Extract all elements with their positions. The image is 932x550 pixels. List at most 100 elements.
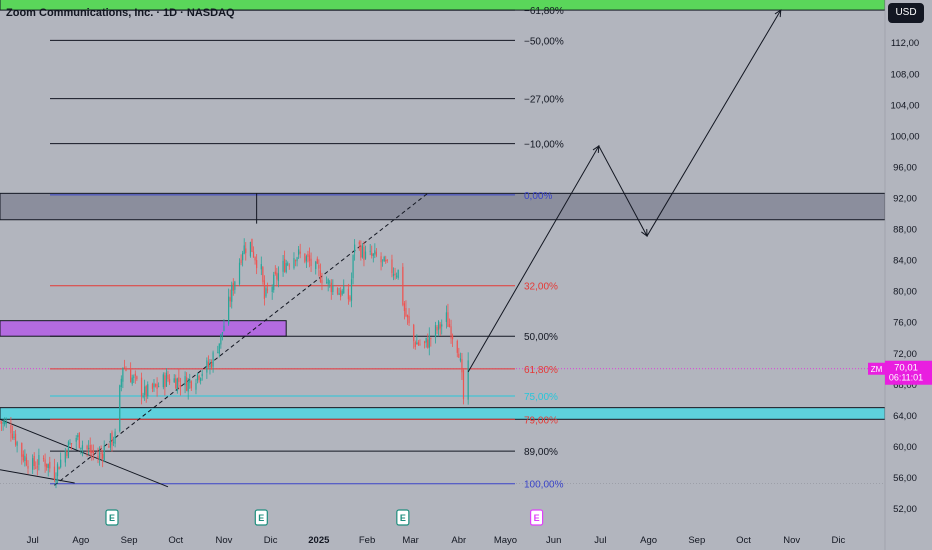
candle-body <box>206 360 208 373</box>
candle-body <box>260 264 262 270</box>
candle-body <box>210 362 213 368</box>
fib-label-2: −27,00% <box>524 95 564 106</box>
candle-body <box>438 321 440 330</box>
y-tick-label-15: 112,00 <box>891 38 919 49</box>
earnings-marker-1[interactable]: E <box>254 509 268 526</box>
candle-body <box>229 297 231 302</box>
candle-body <box>310 258 312 266</box>
candle-body <box>450 326 452 339</box>
x-tick-label-2: Sep <box>121 535 138 546</box>
candle-body <box>391 259 393 274</box>
earnings-marker-3[interactable]: E <box>529 509 544 526</box>
candle-body <box>341 290 343 295</box>
x-tick-label-0: Jul <box>27 535 39 546</box>
candle-body <box>2 421 4 425</box>
candle-body <box>462 370 465 400</box>
candle-body <box>112 441 115 443</box>
currency-button[interactable]: USD <box>888 3 924 23</box>
candle-body <box>397 269 399 278</box>
candle-body <box>243 245 245 254</box>
x-tick-label-14: Sep <box>688 535 705 546</box>
x-tick-label-11: Jun <box>546 535 561 546</box>
candle-body <box>123 367 126 369</box>
candle-body <box>55 478 57 483</box>
candle-body <box>240 259 242 264</box>
fib-label-4: 0,00% <box>524 191 552 202</box>
candle-body <box>162 374 164 388</box>
candle-body <box>156 383 158 389</box>
candle-body <box>294 260 297 262</box>
candle-body <box>382 259 384 261</box>
x-tick-label-1: Ago <box>72 535 89 546</box>
candle-body <box>394 273 396 276</box>
candle-body <box>406 315 409 318</box>
last-price-label <box>885 360 932 385</box>
x-tick-label-6: 2025 <box>308 535 330 546</box>
candle-body <box>111 432 113 446</box>
candle-body <box>176 378 178 392</box>
candle-body <box>228 296 230 324</box>
fib-label-9: 79,00% <box>524 415 558 426</box>
candle-body <box>53 466 56 481</box>
candle-body <box>119 385 121 432</box>
candle-body <box>186 377 188 391</box>
candle-body <box>424 341 426 344</box>
candle-body <box>251 238 253 252</box>
candle-body <box>46 463 48 468</box>
candle-body <box>231 284 233 302</box>
candle-body <box>419 343 421 345</box>
candle-body <box>13 436 15 438</box>
earnings-marker-2[interactable]: E <box>396 509 410 526</box>
symbol-badge <box>868 362 885 375</box>
candle-body <box>425 337 427 343</box>
earnings-label: E <box>109 513 115 523</box>
zone-purple <box>0 320 287 337</box>
candle-body <box>221 332 224 334</box>
candle-body <box>232 283 234 291</box>
zone-resistance <box>0 192 886 221</box>
candle-body <box>304 253 306 263</box>
earnings-badge <box>254 509 268 526</box>
candle-body <box>402 266 404 305</box>
y-tick-label-9: 88,00 <box>893 225 917 236</box>
candle-body <box>179 385 182 387</box>
candle-body <box>92 449 94 454</box>
trend-line-2 <box>0 469 75 484</box>
candle-body <box>242 252 244 261</box>
candle-body <box>274 271 276 274</box>
candle-body <box>0 421 1 423</box>
candle-body <box>108 446 110 448</box>
candle-body <box>369 250 371 252</box>
candle-body <box>380 256 382 263</box>
plot-background <box>0 0 885 528</box>
bar-countdown: 06:11:01 <box>889 373 923 383</box>
candle-body <box>405 308 407 317</box>
candle-body <box>142 395 144 398</box>
candle-body <box>190 381 192 389</box>
candle-body <box>218 343 220 354</box>
candle-body <box>77 435 79 438</box>
candle-body <box>209 362 211 368</box>
fib-label-10: 89,00% <box>524 447 558 458</box>
candle-body <box>340 290 342 297</box>
candle-body <box>35 467 37 469</box>
price-axis <box>885 0 932 550</box>
y-tick-label-14: 108,00 <box>890 69 919 80</box>
candle-body <box>67 441 70 459</box>
candle-body <box>360 245 362 258</box>
candle-body <box>10 425 12 434</box>
candle-body <box>75 437 77 442</box>
earnings-marker-0[interactable]: E <box>105 509 119 526</box>
candle-body <box>352 255 354 279</box>
zone-cyan <box>0 407 886 420</box>
candle-body <box>60 459 62 468</box>
candle-body <box>293 258 295 269</box>
candle-body <box>114 431 116 444</box>
candle-body <box>308 255 311 262</box>
candle-body <box>263 280 266 299</box>
candle-body <box>103 446 105 461</box>
candle-body <box>125 369 127 372</box>
earnings-label: E <box>400 513 406 523</box>
projection-arrowhead-2 <box>641 229 648 238</box>
